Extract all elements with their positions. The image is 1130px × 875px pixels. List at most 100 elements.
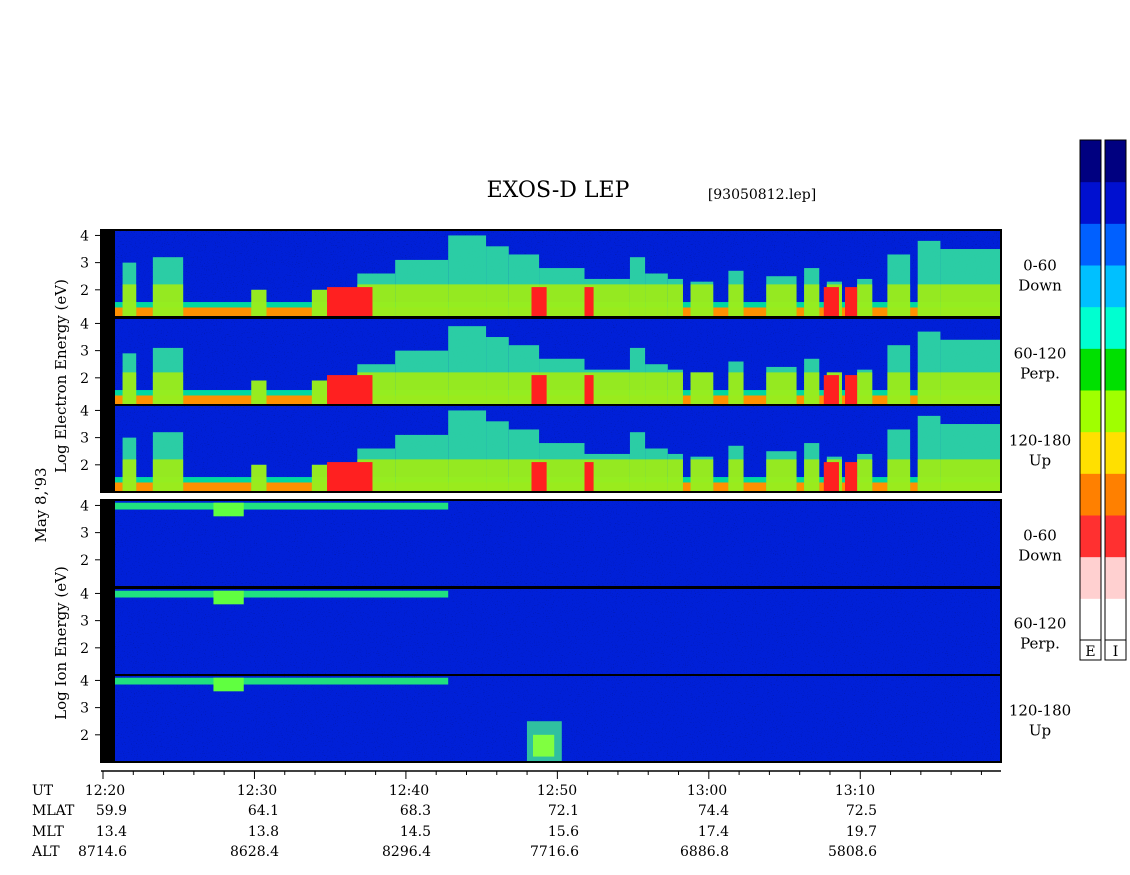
electron-feature-core <box>887 372 911 405</box>
y-tick-label: 2 <box>80 641 89 657</box>
orbit-value-mlt: 13.4 <box>96 824 127 840</box>
pitch-angle-label: 120-180 <box>1009 702 1071 720</box>
pitch-angle-label: 0-60 <box>1023 527 1057 545</box>
electron-feature-core <box>917 372 941 405</box>
ion-panel-120-180: 2 3 4 <box>80 673 1002 763</box>
electron-feature-core <box>486 372 509 405</box>
direction-label: Up <box>1029 452 1051 470</box>
electron-feature-core <box>728 284 744 317</box>
orbit-value-alt: 5808.6 <box>828 844 877 860</box>
file-name: [93050812.lep] <box>708 187 816 203</box>
pitch-angle-labels: 0-60 Down 60-120 Perp. 120-180 Up 0-60 Down 60-1… <box>1009 257 1071 740</box>
ion-axis-label: Log Ion Energy (eV) <box>52 566 70 720</box>
direction-label: Down <box>1018 547 1062 565</box>
y-tick-label: 2 <box>80 283 89 299</box>
colorbar-swatch <box>1105 348 1126 391</box>
orbit-value-mlat: 74.4 <box>698 803 729 819</box>
y-tick-label: 2 <box>80 458 89 474</box>
electron-feature-core <box>887 284 911 317</box>
ion-feature <box>213 502 244 517</box>
electron-feature-core <box>690 459 714 492</box>
colorbar-swatch <box>1105 181 1126 224</box>
orbit-value-ut: 12:30 <box>237 783 277 799</box>
electron-hot-spot <box>584 462 594 492</box>
orbit-value-ut: 12:50 <box>537 783 577 799</box>
time-axis <box>101 770 1001 779</box>
electron-hot-spot <box>327 462 373 492</box>
electron-feature-core <box>645 284 668 317</box>
y-tick-label: 3 <box>80 431 89 447</box>
orbit-value-ut: 12:20 <box>85 783 125 799</box>
electron-hot-spot <box>823 375 839 405</box>
electron-feature-core <box>629 284 646 317</box>
y-tick-label: 3 <box>80 256 89 272</box>
colorbar-swatch <box>1080 348 1101 391</box>
direction-label: Perp. <box>1020 365 1060 383</box>
chart-title: EXOS-D LEP <box>487 178 630 203</box>
electron-feature-core <box>728 459 744 492</box>
pitch-angle-label: 60-120 <box>1014 345 1067 363</box>
ion-high-energy-band <box>115 677 449 685</box>
colorbar-swatch <box>1080 598 1101 641</box>
electron-feature-core <box>152 372 184 405</box>
electron-feature-core <box>690 372 714 405</box>
ion-feature <box>213 590 244 605</box>
electron-feature-core <box>152 284 184 317</box>
panel-left-strip <box>101 588 115 675</box>
electron-feature-core <box>857 284 873 317</box>
ion-panel-60-120: 2 3 4 <box>80 586 1002 676</box>
colorbar-swatch <box>1080 556 1101 599</box>
panel-left-strip <box>101 675 115 762</box>
electron-feature-core <box>857 372 873 405</box>
electron-feature-core <box>629 372 646 405</box>
orbit-value-mlat: 72.1 <box>548 803 579 819</box>
orbit-value-ut: 12:40 <box>389 783 429 799</box>
colorbar-swatch <box>1080 390 1101 433</box>
orbit-value-alt: 8714.6 <box>78 844 127 860</box>
electron-feature-core <box>940 372 1001 405</box>
colorbar-swatch <box>1080 265 1101 308</box>
panel-frame <box>100 674 1002 763</box>
y-tick-label: 4 <box>80 673 89 689</box>
electron-feature-core <box>728 372 744 405</box>
electron-feature-core <box>486 459 509 492</box>
orbit-value-mlat: 72.5 <box>846 803 877 819</box>
colorbar-swatch <box>1080 223 1101 266</box>
electron-feature-core <box>311 464 328 492</box>
direction-label: Perp. <box>1020 635 1060 653</box>
orbit-row-label: MLT <box>32 824 64 840</box>
y-tick-label: 3 <box>80 614 89 630</box>
colorbar-swatch <box>1105 431 1126 474</box>
orbit-value-alt: 6886.8 <box>680 844 729 860</box>
y-axis-labels: Log Electron Energy (eV) Log Ion Energy … <box>32 279 70 720</box>
y-tick-label: 4 <box>80 586 89 602</box>
electron-feature-core <box>766 459 797 492</box>
colorbar-label-box <box>1104 639 1127 661</box>
colorbar-swatch <box>1080 306 1101 349</box>
pitch-angle-label: 60-120 <box>1014 615 1067 633</box>
electron-hot-spot <box>531 462 547 492</box>
electron-feature-core <box>122 284 137 317</box>
colorbar-swatch <box>1080 140 1101 183</box>
electron-feature-core <box>766 284 797 317</box>
orbit-value-mlat: 64.1 <box>248 803 279 819</box>
orbit-row-label: UT <box>32 783 54 799</box>
electron-feature-core <box>940 459 1001 492</box>
panel-left-strip <box>101 500 115 587</box>
y-tick-label: 3 <box>80 344 89 360</box>
electron-feature-core <box>448 372 487 405</box>
colorbar-swatch <box>1080 431 1101 474</box>
panels: 2 3 4 2 3 4 2 3 4 2 3 4 2 3 4 2 3 4 <box>80 228 1002 763</box>
colorbar-label: I <box>1113 644 1119 660</box>
electron-feature-core <box>448 459 487 492</box>
orbit-table: UT MLAT MLT ALT 12:20 59.9 13.4 8714.6 12:30 64.1… <box>31 783 877 860</box>
colorbar-swatch <box>1105 306 1126 349</box>
electron-feature-core <box>311 380 328 405</box>
colorbar-swatch <box>1105 473 1126 516</box>
orbit-value-mlt: 19.7 <box>846 824 877 840</box>
electron-feature-core <box>667 459 683 492</box>
ion-high-energy-band <box>115 590 449 598</box>
electron-hot-spot <box>327 287 373 317</box>
